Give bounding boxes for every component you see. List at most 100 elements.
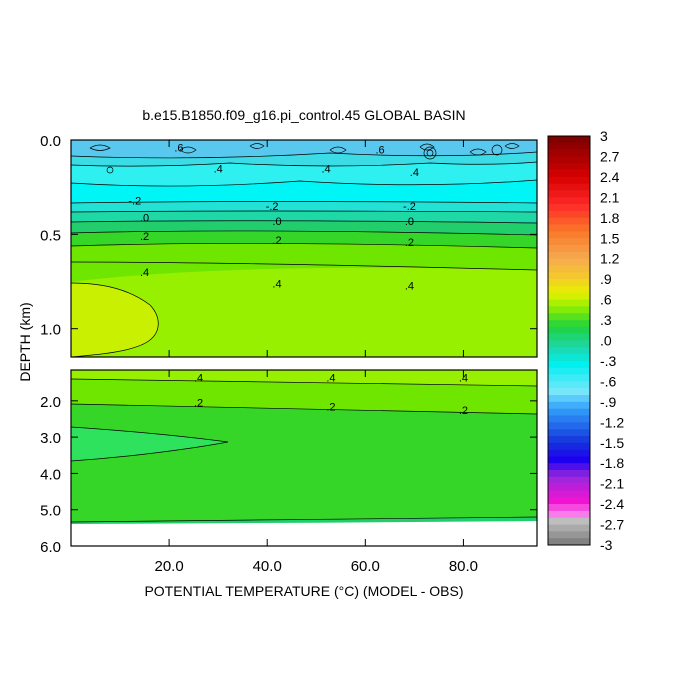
contour-label: -.2 [403, 201, 416, 213]
contour-label: -.2 [128, 195, 141, 207]
colorbar-swatch [548, 395, 590, 403]
colorbar-swatch [548, 190, 590, 198]
contour-label: .4 [405, 280, 414, 292]
colorbar-swatch [548, 142, 590, 150]
colorbar-swatch [548, 285, 590, 294]
colorbar-label: -1.5 [600, 435, 624, 451]
colorbar-swatch [548, 531, 590, 539]
colorbar-label: -2.4 [600, 496, 624, 512]
colorbar-swatch [548, 524, 590, 532]
contour-label: .4 [326, 372, 335, 384]
colorbar-label: -3 [600, 537, 613, 553]
colorbar-swatch [548, 238, 590, 246]
colorbar-swatch [548, 388, 590, 396]
colorbar-swatch [548, 442, 590, 450]
colorbar-label: 2.1 [600, 189, 620, 205]
colorbar-label: .3 [600, 312, 612, 328]
fill-band-0.6-0.8 [71, 283, 159, 357]
colorbar-swatch [548, 313, 590, 321]
colorbar-swatch [548, 299, 590, 307]
lower-panel-fill [71, 370, 537, 546]
colorbar-swatch [548, 245, 590, 253]
colorbar-label: -1.8 [600, 455, 624, 471]
colorbar-swatch [548, 292, 590, 300]
colorbar-label: 1.8 [600, 210, 620, 226]
colorbar-label: -.3 [600, 353, 617, 369]
colorbar-label: 1.5 [600, 230, 620, 246]
x-tick-label: 60.0 [351, 558, 380, 575]
colorbar-swatch [548, 340, 590, 348]
colorbar-swatch [548, 136, 590, 144]
colorbar-swatch [548, 504, 590, 512]
contour-label: .6 [174, 143, 183, 155]
colorbar-label: 1.2 [600, 251, 620, 267]
x-tick-label: 20.0 [155, 558, 184, 575]
colorbar-swatch [548, 183, 590, 191]
y-tick-label: 4.0 [40, 466, 61, 483]
y-tick-label: 2.0 [40, 394, 61, 411]
y-tick-label: 1.0 [40, 322, 61, 339]
colorbar-swatch [548, 422, 590, 430]
colorbar-swatch [548, 449, 590, 457]
colorbar-swatch [548, 272, 590, 280]
colorbar-swatch [548, 490, 590, 498]
colorbar-frame [547, 135, 591, 546]
colorbar-label: -1.2 [600, 414, 624, 430]
colorbar-swatch [548, 538, 590, 546]
contour-label: .2 [140, 231, 149, 243]
x-tick-label: 40.0 [253, 558, 282, 575]
colorbar-swatch [548, 483, 590, 491]
contour-labels-lower: .4 .4 .4 .2 .2 .2 [194, 372, 468, 417]
fill-band-bottom-edge [71, 517, 537, 524]
colorbar-swatch [548, 163, 590, 171]
colorbar-swatch [548, 258, 590, 266]
colorbar-swatch [548, 456, 590, 464]
contour-label: .4 [321, 163, 330, 175]
colorbar-swatch [548, 217, 590, 225]
y-tick-label: 5.0 [40, 503, 61, 520]
colorbar-swatch [548, 510, 590, 519]
colorbar-label: .0 [600, 333, 612, 349]
fill-band-0.4-0.6 [71, 370, 537, 386]
contour-label: .2 [459, 405, 468, 417]
colorbar-swatch [548, 360, 590, 369]
colorbar-swatch [548, 435, 590, 444]
chart-title: b.e15.B1850.f09_g16.pi_control.45 GLOBAL… [142, 107, 465, 123]
colorbar-label: .6 [600, 292, 612, 308]
contour-label: .2 [405, 237, 414, 249]
contour-label: .4 [140, 267, 149, 279]
colorbar-swatch [548, 381, 590, 389]
contour-label: .4 [459, 372, 468, 384]
x-tick-label: 80.0 [449, 558, 478, 575]
colorbar-swatch [548, 320, 590, 328]
colorbar-label: 3 [600, 128, 608, 144]
contour-label: .4 [214, 163, 223, 175]
colorbar-swatch [548, 476, 590, 484]
y-tick-label: 6.0 [40, 539, 61, 556]
colorbar-swatch [548, 415, 590, 423]
contour-label: .4 [194, 372, 203, 384]
colorbar-swatch [548, 224, 590, 232]
contour-label: .4 [410, 167, 419, 179]
colorbar-swatch [548, 176, 590, 185]
y-tick-label: 3.0 [40, 430, 61, 447]
contour-label: .6 [375, 144, 384, 156]
colorbar: 3 2.7 2.4 2.1 1.8 1.5 1.2 .9 .6 .3 .0 -.3 -.6 -.9 -1.2… [547, 128, 624, 553]
fill-band-neg0.2-0.0 [71, 427, 228, 461]
colorbar-swatch [548, 204, 590, 212]
upper-panel-frame [70, 139, 538, 358]
contour-label: .2 [194, 398, 203, 410]
colorbar-swatch [548, 347, 590, 355]
colorbar-label: .9 [600, 271, 612, 287]
colorbar-swatch [548, 149, 590, 157]
contour-label: .4 [272, 278, 281, 290]
colorbar-swatch [548, 210, 590, 219]
y-tick-label: 0.0 [40, 133, 61, 150]
colorbar-swatch [548, 265, 590, 273]
contour-label: .0 [272, 216, 281, 228]
colorbar-swatch [548, 408, 590, 416]
contour-label: .2 [272, 235, 281, 247]
colorbar-swatch [548, 470, 590, 478]
contour-lines-upper [71, 143, 537, 357]
